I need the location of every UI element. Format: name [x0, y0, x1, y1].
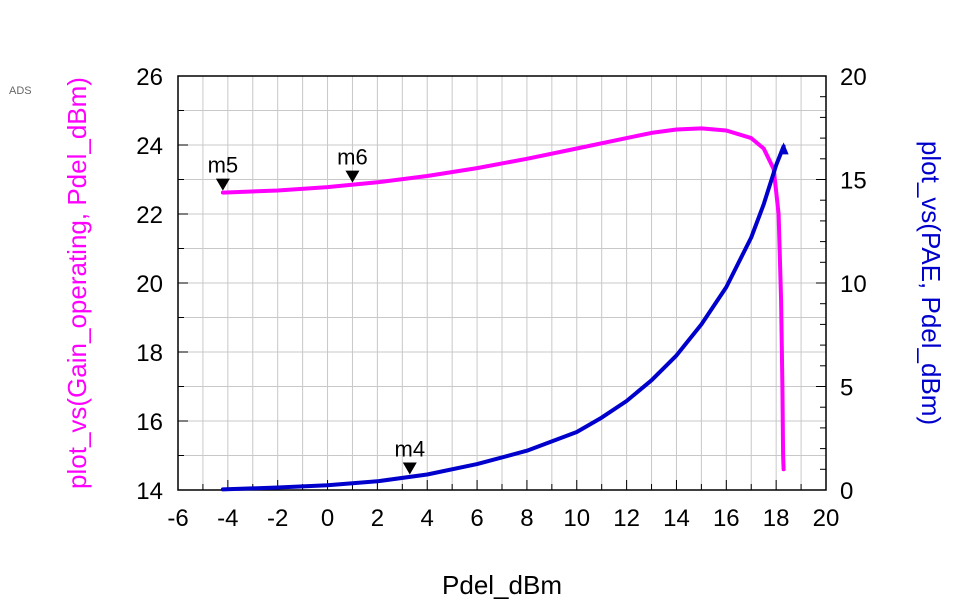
x-tick-label: 6: [470, 505, 483, 532]
y-left-tick-label: 16: [136, 409, 163, 436]
series-lines: [220, 126, 789, 492]
y-left-tick-label: 14: [136, 478, 163, 505]
x-axis-title: Pdel_dBm: [442, 570, 562, 600]
x-tick-label: 8: [520, 505, 533, 532]
x-tick-label: 0: [321, 505, 334, 532]
y-right-tick-label: 0: [840, 478, 853, 505]
series-line-pae: [220, 144, 786, 492]
y-right-tick-label: 5: [840, 375, 853, 402]
y-right-tick-label: 15: [840, 168, 867, 195]
x-tick-label: 20: [813, 505, 840, 532]
x-tick-label: -6: [167, 505, 188, 532]
x-tick-label: 18: [763, 505, 790, 532]
y-left-axis-title: plot_vs(Gain_operating, Pdel_dBm): [62, 77, 92, 489]
y-left-tick-labels: 14 16 18 20 22 24 26: [136, 64, 163, 505]
marker-m4-triangle: [402, 462, 417, 475]
series-line-gain-operating: [220, 126, 786, 472]
x-tick-labels: -6 -4 -2 0 2 4 6 8 10 12 14 16 18 20: [167, 505, 839, 532]
x-tick-label: -4: [217, 505, 238, 532]
x-tick-label: 2: [371, 505, 384, 532]
pae-end-arrow: [778, 142, 789, 155]
x-tick-label: 14: [663, 505, 690, 532]
y-left-tick-label: 18: [136, 340, 163, 367]
marker-m6-triangle: [345, 170, 360, 183]
y-right-tick-labels: 0 5 10 15 20: [840, 64, 867, 505]
y-right-tick-label: 10: [840, 271, 867, 298]
marker-m5-triangle: [215, 178, 230, 191]
marker-m6-label: m6: [337, 145, 368, 170]
x-tick-label: -2: [267, 505, 288, 532]
y-left-tick-label: 26: [136, 64, 163, 91]
x-tick-label: 16: [713, 505, 740, 532]
x-tick-label: 10: [563, 505, 590, 532]
ads-label: ADS: [9, 85, 32, 97]
grid: [177, 75, 827, 491]
y-left-tick-label: 20: [136, 271, 163, 298]
marker-m5-label: m5: [208, 153, 239, 178]
marker-m4-label: m4: [395, 437, 426, 462]
y-left-tick-label: 24: [136, 133, 163, 160]
plot-area: [177, 75, 827, 491]
markers: m5 m6 m4: [208, 145, 425, 475]
y-right-axis-title: plot_vs(PAE, Pdel_dBm): [916, 141, 946, 425]
x-tick-label: 12: [613, 505, 640, 532]
y-left-tick-label: 22: [136, 202, 163, 229]
y-right-tick-label: 20: [840, 64, 867, 91]
x-tick-label: 4: [421, 505, 434, 532]
